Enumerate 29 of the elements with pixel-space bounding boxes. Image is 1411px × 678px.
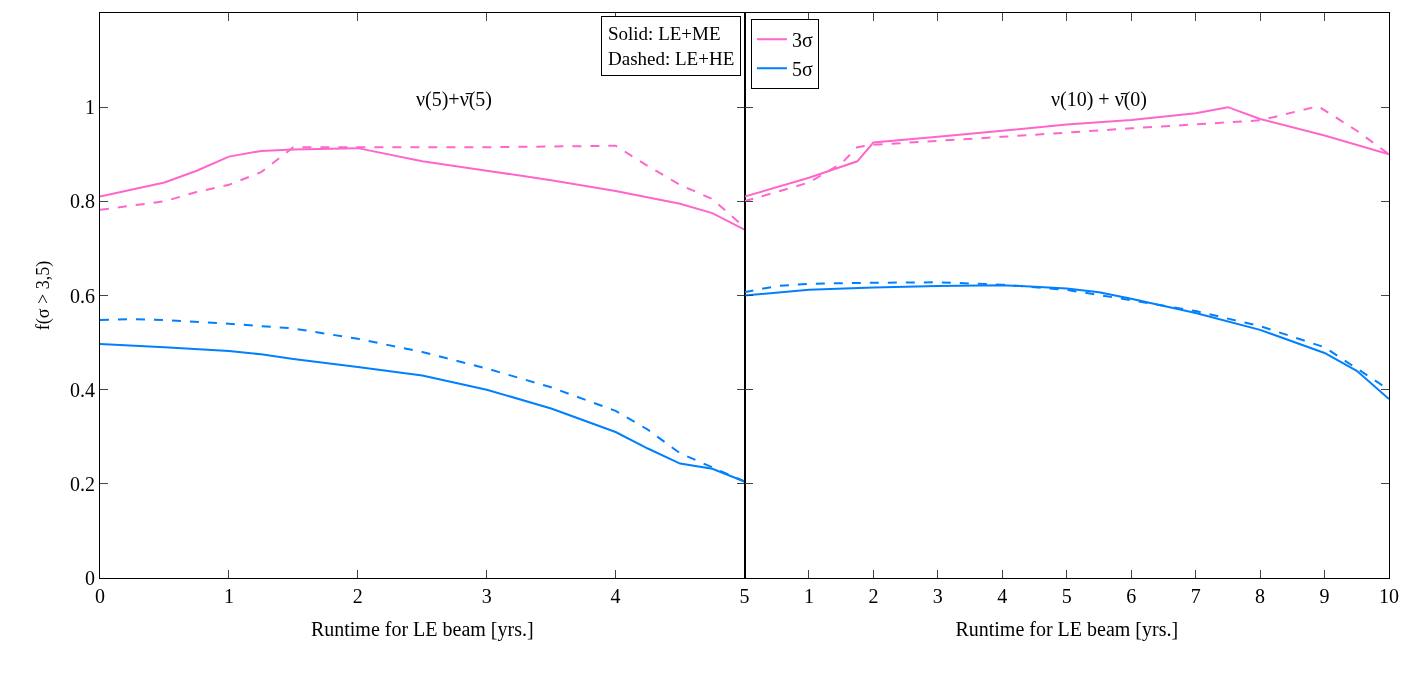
x-tick-label: 2 bbox=[352, 585, 363, 607]
x-axis-title: Runtime for LE beam [yrs.] bbox=[310, 617, 534, 641]
x-tick-label: 3 bbox=[481, 585, 492, 607]
y-tick-label: 0 bbox=[85, 567, 95, 589]
x-axis-title: Runtime for LE beam [yrs.] bbox=[955, 617, 1179, 641]
x-tick-label: 1 bbox=[803, 585, 814, 607]
legend-label: 5σ bbox=[791, 57, 813, 80]
y-axis-title: f(σ > 3,5) bbox=[33, 260, 55, 331]
x-tick-label: 1 bbox=[223, 585, 234, 607]
x-tick-label: 8 bbox=[1255, 585, 1266, 607]
x-tick-label: 7 bbox=[1190, 585, 1201, 607]
x-tick-label: 6 bbox=[1126, 585, 1137, 607]
x-tick-label: 2 bbox=[868, 585, 879, 607]
annotation: Solid: LE+ME Dashed: LE+HE bbox=[608, 23, 735, 69]
y-tick-label: 0.6 bbox=[70, 284, 95, 307]
x-tick-label: 9 bbox=[1319, 585, 1330, 607]
y-tick-label: 0.2 bbox=[70, 472, 95, 495]
x-tick-label: 4 bbox=[997, 585, 1008, 607]
x-tick-label: 4 bbox=[610, 585, 621, 607]
y-tick-label: 0.8 bbox=[70, 190, 95, 213]
text: ν(10) + ν̄(0) bbox=[1051, 88, 1148, 111]
y-tick-label: 0.4 bbox=[70, 378, 95, 401]
x-tick-label: 5 bbox=[1061, 585, 1072, 607]
y-tick-label: 1 bbox=[85, 96, 95, 119]
x-tick-label: 5 bbox=[739, 585, 750, 607]
x-tick-label: 3 bbox=[932, 585, 943, 607]
text: ν(5)+ν̄(5) bbox=[416, 88, 493, 111]
legend-label: 3σ bbox=[791, 28, 813, 51]
x-tick-label: 10 bbox=[1379, 585, 1399, 607]
